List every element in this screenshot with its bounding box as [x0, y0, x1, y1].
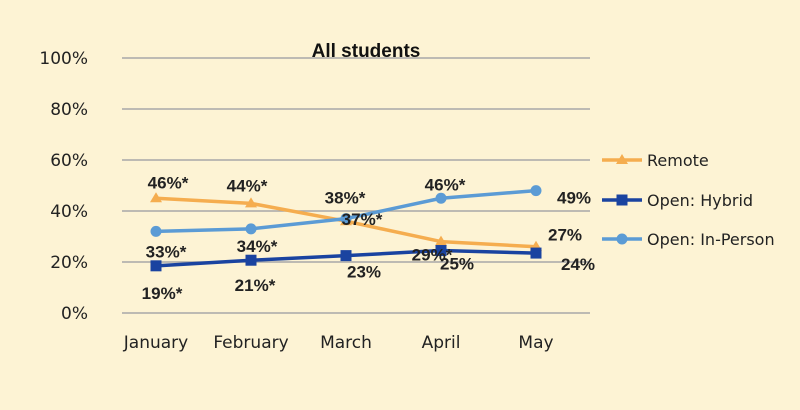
data-label: 49% — [557, 189, 591, 208]
y-tick-label: 60% — [50, 151, 88, 171]
y-tick-label: 20% — [50, 253, 88, 273]
x-tick-label: March — [320, 333, 372, 353]
data-label: 33%* — [146, 242, 187, 261]
x-tick-label: February — [213, 333, 288, 353]
data-label: 19%* — [142, 284, 183, 303]
data-label: 44%* — [227, 176, 268, 195]
data-point — [435, 245, 447, 257]
data-label: 46%* — [425, 175, 466, 194]
legend: Remote Open: Hybrid Open: In-Person — [602, 151, 775, 249]
data-point — [340, 213, 352, 225]
data-label: 24% — [561, 255, 595, 274]
data-point — [435, 235, 447, 246]
data-label: 34%* — [237, 237, 278, 256]
data-label: 21%* — [235, 276, 276, 295]
data-point — [245, 223, 257, 235]
x-tick-label: January — [123, 333, 188, 353]
data-point — [435, 192, 447, 204]
data-labels: 46%* 44%* 37%* 29%* 27% 19%* 21%* 23% 25% 24% 33%*… — [142, 173, 595, 303]
x-axis-ticks: January February March April May — [123, 333, 554, 353]
data-point — [530, 247, 542, 259]
data-point — [340, 250, 352, 262]
legend-label: Remote — [647, 151, 709, 170]
data-point — [150, 225, 162, 237]
data-point — [530, 185, 542, 197]
y-tick-label: 100% — [39, 49, 88, 69]
data-label: 37%* — [342, 210, 383, 229]
legend-label: Open: Hybrid — [647, 191, 753, 210]
chart-title: All students — [312, 41, 421, 62]
x-tick-label: May — [518, 333, 553, 353]
x-tick-label: April — [422, 333, 461, 353]
data-point — [150, 260, 162, 272]
legend-label: Open: In-Person — [647, 230, 775, 249]
y-axis-ticks: 0% 20% 40% 60% 80% 100% — [39, 49, 88, 324]
data-point — [150, 192, 162, 203]
data-point — [245, 197, 257, 208]
data-point — [245, 254, 257, 266]
series-markers — [150, 185, 542, 272]
data-label: 38%* — [325, 189, 366, 208]
data-label: 23% — [347, 263, 381, 282]
legend-marker — [616, 194, 628, 206]
y-tick-label: 40% — [50, 202, 88, 222]
legend-marker — [616, 154, 628, 164]
legend-marker — [616, 233, 628, 245]
data-label: 46%* — [148, 173, 189, 192]
y-tick-label: 80% — [50, 100, 88, 120]
data-label: 27% — [548, 226, 582, 245]
data-label: 29%* — [412, 246, 453, 265]
data-label: 25% — [440, 255, 474, 274]
y-tick-label: 0% — [61, 304, 88, 324]
